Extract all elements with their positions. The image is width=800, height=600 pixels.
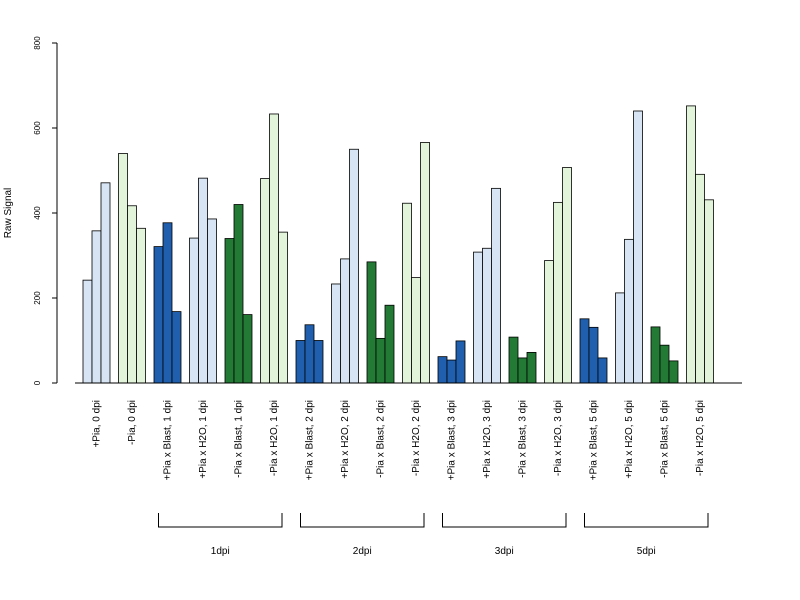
bar bbox=[384, 304, 395, 384]
group-bracket bbox=[300, 513, 425, 528]
bar bbox=[633, 110, 643, 384]
category-label: -Pia, 0 dpi bbox=[127, 400, 138, 445]
bar bbox=[579, 318, 590, 384]
bar bbox=[127, 205, 137, 384]
bar bbox=[437, 356, 448, 384]
bar bbox=[162, 222, 173, 384]
bar bbox=[482, 247, 492, 384]
y-tick-label: 200 bbox=[33, 291, 42, 305]
bar bbox=[313, 340, 324, 384]
category-label: +Pia x H2O, 3 dpi bbox=[482, 400, 493, 479]
bar bbox=[331, 283, 341, 384]
category-label: -Pia x H2O, 1 dpi bbox=[269, 400, 280, 476]
y-axis-title: Raw Signal bbox=[3, 188, 14, 239]
y-axis-ticks: 0 200 400 600 800 bbox=[33, 36, 57, 385]
category-label: +Pia x H2O, 1 dpi bbox=[198, 400, 209, 479]
bar bbox=[402, 202, 412, 384]
bar bbox=[304, 324, 315, 384]
bar bbox=[295, 340, 306, 384]
y-tick-label: 400 bbox=[33, 206, 42, 220]
group-label: 1dpi bbox=[211, 546, 230, 557]
bar bbox=[615, 292, 625, 384]
bar bbox=[411, 277, 421, 384]
bar bbox=[668, 360, 679, 384]
bar bbox=[91, 230, 102, 384]
category-label: +Pia x H2O, 2 dpi bbox=[340, 400, 351, 479]
bar bbox=[686, 105, 696, 384]
x-axis-labels: +Pia, 0 dpi -Pia, 0 dpi +Pia x Blast, 1 dp… bbox=[92, 400, 707, 480]
bar bbox=[242, 314, 253, 384]
bar bbox=[491, 187, 501, 384]
bar bbox=[349, 148, 359, 384]
bar bbox=[455, 340, 466, 384]
bar bbox=[526, 351, 537, 384]
bar bbox=[100, 182, 111, 384]
group-bracket bbox=[442, 513, 567, 528]
category-label: -Pia x Blast, 5 dpi bbox=[660, 400, 671, 478]
bar bbox=[224, 238, 235, 384]
group-label: 5dpi bbox=[637, 546, 656, 557]
bar bbox=[562, 167, 572, 384]
category-label: +Pia x Blast, 2 dpi bbox=[305, 400, 316, 480]
bar bbox=[624, 238, 634, 384]
bar bbox=[508, 336, 519, 384]
bar bbox=[207, 218, 217, 384]
bar bbox=[153, 246, 164, 384]
bar bbox=[704, 199, 714, 384]
category-label: -Pia x Blast, 3 dpi bbox=[518, 400, 529, 478]
bar bbox=[544, 260, 554, 384]
bar bbox=[82, 279, 93, 384]
y-tick-label: 0 bbox=[33, 380, 42, 385]
group-bracket bbox=[158, 513, 283, 528]
bar bbox=[278, 231, 288, 384]
category-label: -Pia x H2O, 2 dpi bbox=[411, 400, 422, 476]
bar bbox=[517, 357, 528, 384]
y-tick-label: 600 bbox=[33, 121, 42, 135]
bars-layer bbox=[82, 105, 714, 384]
bar bbox=[375, 337, 386, 384]
category-label: +Pia x Blast, 3 dpi bbox=[447, 400, 458, 480]
category-label: -Pia x Blast, 1 dpi bbox=[234, 400, 245, 478]
group-label: 3dpi bbox=[495, 546, 514, 557]
bar bbox=[553, 201, 563, 384]
bar bbox=[420, 142, 430, 384]
category-label: -Pia x H2O, 5 dpi bbox=[695, 400, 706, 476]
bar bbox=[366, 261, 377, 384]
bar bbox=[473, 251, 483, 384]
bar bbox=[446, 359, 457, 384]
group-brackets: 1dpi 2dpi 3dpi 5dpi bbox=[158, 513, 709, 557]
bar bbox=[340, 258, 350, 384]
bar bbox=[588, 326, 599, 384]
y-tick-label: 800 bbox=[33, 36, 42, 50]
category-label: +Pia x H2O, 5 dpi bbox=[624, 400, 635, 479]
bar bbox=[260, 178, 270, 384]
bar bbox=[597, 357, 608, 384]
bar bbox=[171, 311, 182, 384]
group-bracket bbox=[584, 513, 709, 528]
category-label: -Pia x H2O, 3 dpi bbox=[553, 400, 564, 476]
bar bbox=[118, 153, 128, 384]
bar bbox=[233, 204, 244, 384]
bar bbox=[136, 227, 146, 384]
bar bbox=[650, 326, 661, 384]
bar bbox=[189, 237, 199, 384]
bar bbox=[659, 344, 670, 384]
category-label: +Pia, 0 dpi bbox=[92, 400, 103, 448]
category-label: +Pia x Blast, 5 dpi bbox=[589, 400, 600, 480]
bar bbox=[198, 177, 208, 384]
group-label: 2dpi bbox=[353, 546, 372, 557]
category-label: +Pia x Blast, 1 dpi bbox=[163, 400, 174, 480]
bar bbox=[695, 173, 705, 384]
category-label: -Pia x Blast, 2 dpi bbox=[376, 400, 387, 478]
bar bbox=[269, 113, 279, 384]
